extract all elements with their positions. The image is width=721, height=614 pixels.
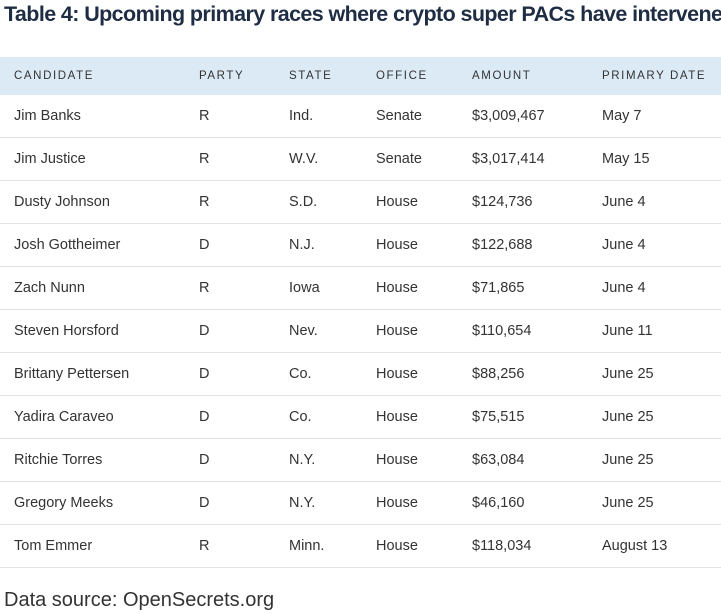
table-cell: August 13 <box>602 524 721 568</box>
table-cell: N.Y. <box>289 481 376 525</box>
table-cell: June 4 <box>602 266 721 310</box>
table-cell: $71,865 <box>472 266 602 310</box>
table-cell: House <box>376 352 472 396</box>
table-cell: Nev. <box>289 309 376 353</box>
table-cell: House <box>376 223 472 267</box>
table-cell: R <box>199 137 289 181</box>
table-row: Ritchie Torres D N.Y. House $63,084 June 25 <box>0 438 721 482</box>
column-header: AMOUNT <box>472 57 602 95</box>
table-row: Jim Justice R W.V. Senate $3,017,414 May 15 <box>0 137 721 181</box>
table-cell: May 7 <box>602 95 721 138</box>
table-cell: D <box>199 309 289 353</box>
column-header: OFFICE <box>376 57 472 95</box>
table: CANDIDATE PARTY STATE OFFICE AMOUNT PRIMARY D… <box>0 57 721 568</box>
table-cell: N.J. <box>289 223 376 267</box>
table-cell: Dusty Johnson <box>0 180 199 224</box>
table-cell: $110,654 <box>472 309 602 353</box>
table-cell: Zach Nunn <box>0 266 199 310</box>
table-cell: House <box>376 309 472 353</box>
table-cell: June 4 <box>602 180 721 224</box>
table-cell: S.D. <box>289 180 376 224</box>
table-title: Table 4: Upcoming primary races where cr… <box>4 2 721 26</box>
table-cell: D <box>199 481 289 525</box>
table-cell: House <box>376 481 472 525</box>
table-cell: June 25 <box>602 352 721 396</box>
table-cell: W.V. <box>289 137 376 181</box>
table-cell: Co. <box>289 352 376 396</box>
table-row: Zach Nunn R Iowa House $71,865 June 4 <box>0 266 721 310</box>
table-cell: D <box>199 352 289 396</box>
table-body: Jim Banks R Ind. Senate $3,009,467 May 7 Jim J… <box>0 95 721 568</box>
table-cell: Iowa <box>289 266 376 310</box>
table-cell: D <box>199 438 289 482</box>
table-cell: N.Y. <box>289 438 376 482</box>
table-cell: Senate <box>376 137 472 181</box>
table-cell: Co. <box>289 395 376 439</box>
table-cell: May 15 <box>602 137 721 181</box>
table-cell: House <box>376 180 472 224</box>
table-row: Jim Banks R Ind. Senate $3,009,467 May 7 <box>0 95 721 138</box>
table-cell: R <box>199 524 289 568</box>
table-cell: $46,160 <box>472 481 602 525</box>
table-cell: D <box>199 395 289 439</box>
column-header: PRIMARY DATE <box>602 57 721 95</box>
column-header: CANDIDATE <box>0 57 199 95</box>
table-cell: R <box>199 180 289 224</box>
table-cell: Ind. <box>289 95 376 138</box>
table-cell: Jim Justice <box>0 137 199 181</box>
table-cell: Yadira Caraveo <box>0 395 199 439</box>
column-header: PARTY <box>199 57 289 95</box>
column-header: STATE <box>289 57 376 95</box>
source-note: Data source: OpenSecrets.org <box>4 589 275 611</box>
table-cell: $122,688 <box>472 223 602 267</box>
table-cell: $118,034 <box>472 524 602 568</box>
table-cell: Minn. <box>289 524 376 568</box>
table-cell: Ritchie Torres <box>0 438 199 482</box>
table-cell: Tom Emmer <box>0 524 199 568</box>
table-cell: House <box>376 524 472 568</box>
table-cell: $88,256 <box>472 352 602 396</box>
table-cell: Senate <box>376 95 472 138</box>
table-row: Tom Emmer R Minn. House $118,034 August 13 <box>0 524 721 568</box>
table-cell: June 25 <box>602 438 721 482</box>
table-row: Dusty Johnson R S.D. House $124,736 June 4 <box>0 180 721 224</box>
table-cell: House <box>376 395 472 439</box>
table-cell: D <box>199 223 289 267</box>
table-cell: House <box>376 266 472 310</box>
table-cell: House <box>376 438 472 482</box>
table-cell: $75,515 <box>472 395 602 439</box>
header-row: CANDIDATE PARTY STATE OFFICE AMOUNT PRIMARY D… <box>0 57 721 95</box>
table-cell: $3,009,467 <box>472 95 602 138</box>
table-cell: $63,084 <box>472 438 602 482</box>
table-cell: Jim Banks <box>0 95 199 138</box>
table-cell: June 11 <box>602 309 721 353</box>
table-cell: Josh Gottheimer <box>0 223 199 267</box>
table-cell: R <box>199 95 289 138</box>
table-cell: June 4 <box>602 223 721 267</box>
table-cell: $124,736 <box>472 180 602 224</box>
table-row: Gregory Meeks D N.Y. House $46,160 June 25 <box>0 481 721 525</box>
table-cell: $3,017,414 <box>472 137 602 181</box>
table-row: Brittany Pettersen D Co. House $88,256 June 2… <box>0 352 721 396</box>
table-cell: Brittany Pettersen <box>0 352 199 396</box>
table-cell: R <box>199 266 289 310</box>
table-cell: Steven Horsford <box>0 309 199 353</box>
table-row: Steven Horsford D Nev. House $110,654 June 11 <box>0 309 721 353</box>
table-row: Yadira Caraveo D Co. House $75,515 June 25 <box>0 395 721 439</box>
table-cell: June 25 <box>602 481 721 525</box>
table-cell: June 25 <box>602 395 721 439</box>
table-cell: Gregory Meeks <box>0 481 199 525</box>
table-row: Josh Gottheimer D N.J. House $122,688 June 4 <box>0 223 721 267</box>
